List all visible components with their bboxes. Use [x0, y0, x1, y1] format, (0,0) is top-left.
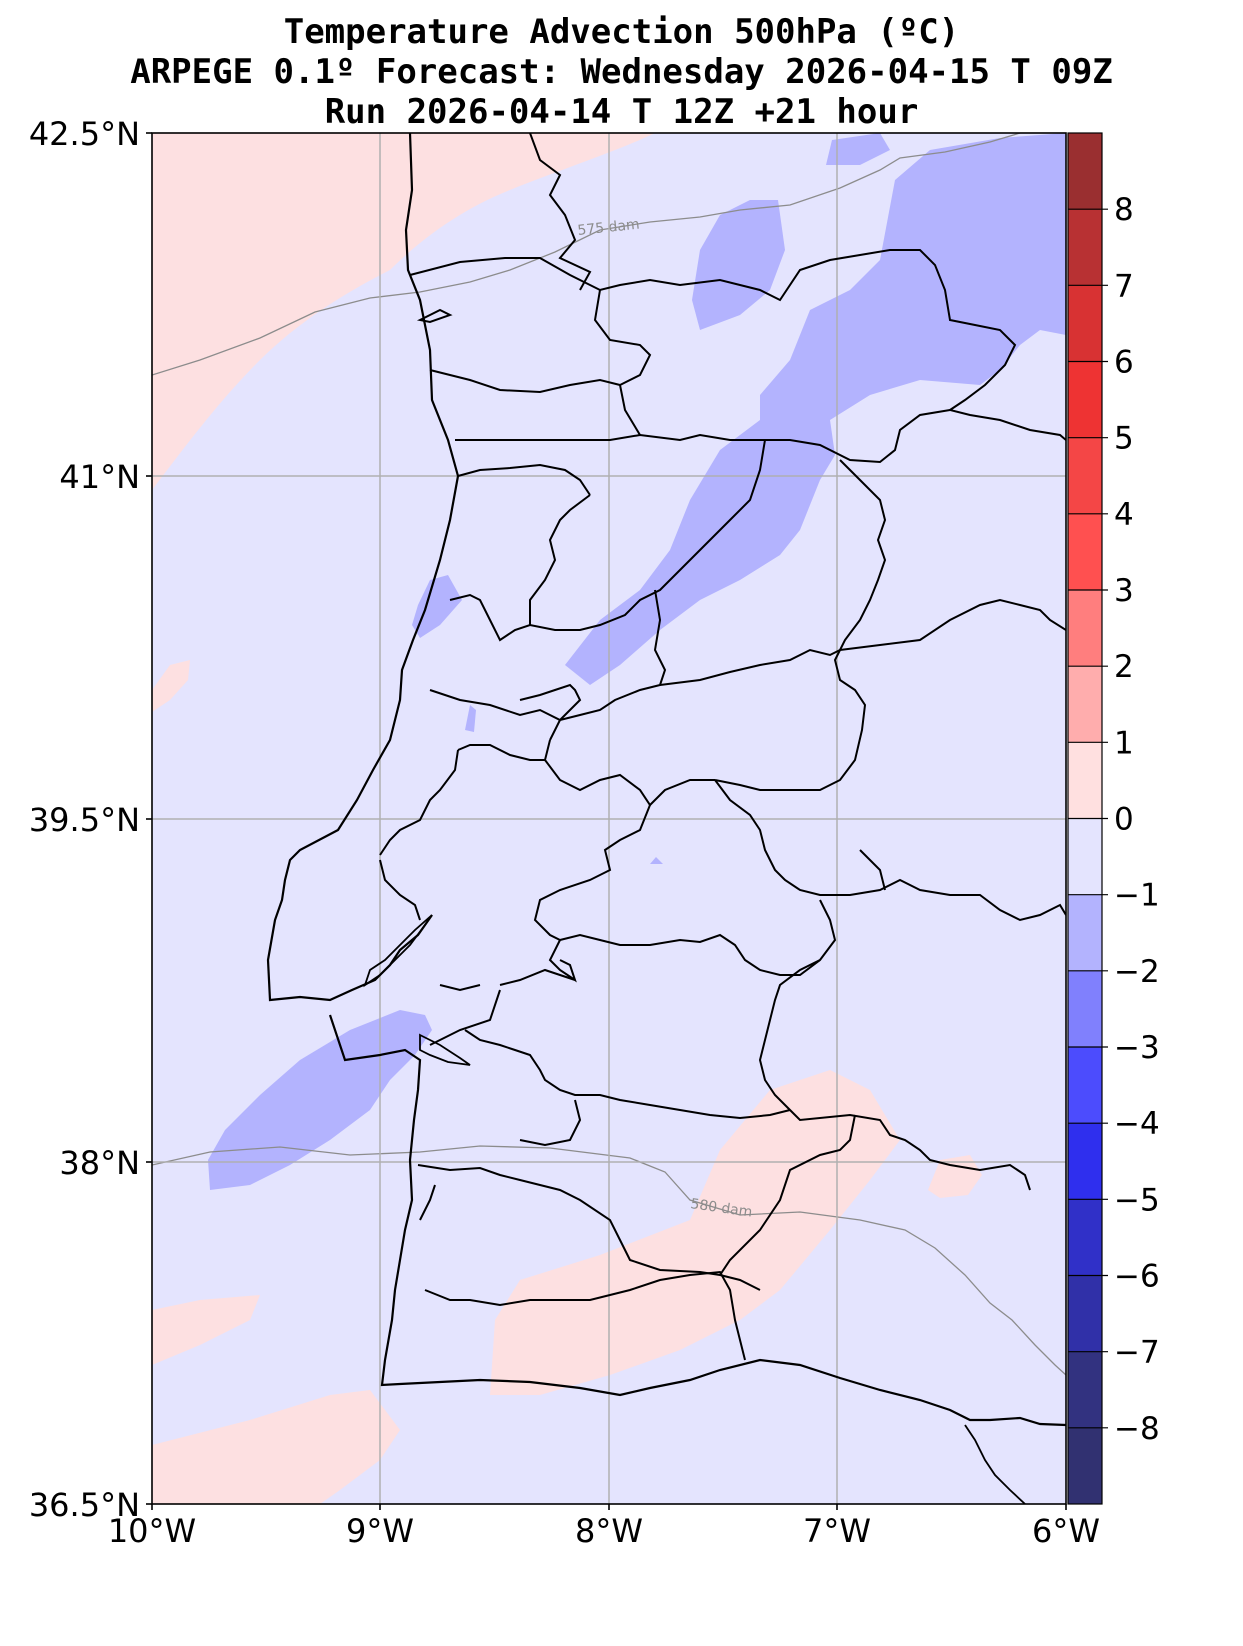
lon-label-6w: 6°W [1032, 1512, 1100, 1550]
colorbar-segment [1068, 209, 1102, 286]
administrative-borders [379, 249, 1066, 1361]
cold-advection-tiny-spot [650, 857, 663, 864]
estuary-sado [419, 1033, 471, 1066]
map-area: 575 dam 580 dam [152, 133, 1066, 1504]
colorbar-segment [1068, 1351, 1102, 1429]
lat-label-39-5: 39.5°N [29, 801, 140, 839]
lon-label-8w: 8°W [575, 1512, 643, 1550]
lon-label-9w: 9°W [346, 1512, 414, 1550]
lat-label-42-5: 42.5°N [29, 115, 140, 153]
colorbar-tick-label: 4 [1114, 497, 1134, 533]
colorbar-tick-label: 1 [1114, 725, 1134, 761]
warm-advection-southwest-bottom [152, 1390, 400, 1504]
colorbar: 8 7 6 5 4 3 2 1 0 −1 −2 −3 −4 −5 −6 −7 −8 [1067, 132, 1160, 1505]
colorbar-tick-label: −7 [1114, 1335, 1160, 1371]
colorbar-segment [1068, 361, 1102, 439]
colorbar-tick-label: 5 [1114, 421, 1134, 457]
colorbar-segment [1068, 437, 1102, 515]
lat-label-41: 41°N [59, 458, 140, 496]
estuary-tagus [363, 914, 433, 988]
colorbar-segment [1068, 894, 1102, 972]
colorbar-segment [1068, 1427, 1102, 1505]
colorbar-tick-label: 7 [1114, 268, 1134, 304]
cold-advection-northeast-band [565, 133, 1066, 685]
colorbar-segment [1068, 133, 1102, 210]
warm-advection-west-coast [152, 660, 190, 712]
colorbar-tick-label: −2 [1114, 954, 1160, 990]
lat-label-38: 38°N [59, 1144, 140, 1182]
colorbar-segment [1068, 590, 1102, 667]
colorbar-tick-label: 8 [1114, 192, 1134, 228]
colorbar-tick-label: −8 [1114, 1411, 1160, 1447]
colorbar-tick-label: 3 [1114, 573, 1134, 609]
colorbar-segment [1068, 1275, 1102, 1353]
geopotential-contour-575 [152, 133, 1021, 376]
cold-advection-coast-spot [412, 575, 462, 638]
colorbar-segment [1068, 513, 1102, 591]
lon-label-7w: 7°W [803, 1512, 871, 1550]
geopotential-contour-580 [152, 1145, 1066, 1376]
cold-advection-top-cell [826, 133, 890, 165]
axis-ticks [146, 132, 1067, 1510]
coast-south-east [964, 1424, 1026, 1504]
colorbar-tick-label: −6 [1114, 1259, 1160, 1295]
colorbar-segment [1068, 1199, 1102, 1276]
colorbar-tick-label: 0 [1114, 802, 1134, 838]
map-title-line-3: Run 2026-04-14 T 12Z +21 hour [324, 92, 919, 132]
map-title-line-2: ARPEGE 0.1º Forecast: Wednesday 2026-04-… [130, 52, 1113, 92]
coastline [266, 133, 1066, 1427]
colorbar-tick-label: −4 [1114, 1106, 1160, 1142]
colorbar-tick-label: −5 [1114, 1182, 1160, 1218]
colorbar-tick-label: 2 [1114, 649, 1134, 685]
lon-label-10w: 10°W [108, 1512, 196, 1550]
warm-advection-south [490, 1070, 900, 1395]
map-gridlines [152, 133, 1066, 1504]
colorbar-segment [1068, 666, 1102, 743]
warm-advection-east-spot [928, 1155, 982, 1198]
colorbar-segment [1068, 970, 1102, 1048]
colorbar-tick-label: 6 [1114, 345, 1134, 381]
warm-advection-southwest [152, 1295, 260, 1365]
colorbar-segment [1068, 742, 1102, 819]
colorbar-segment [1068, 1047, 1102, 1124]
cold-advection-north-cell [692, 200, 785, 330]
lat-label-36-5: 36.5°N [29, 1486, 140, 1524]
colorbar-segment [1068, 285, 1102, 362]
colorbar-segment [1068, 818, 1102, 896]
map-title-line-1: Temperature Advection 500hPa (ºC) [283, 12, 960, 52]
colorbar-segment [1068, 1123, 1102, 1200]
colorbar-frame [1067, 132, 1103, 1505]
colorbar-tick-label: −3 [1114, 1030, 1160, 1066]
cold-advection-small-spot [465, 705, 476, 732]
coast-northern-galicia [416, 133, 592, 324]
colorbar-tick-label: −1 [1114, 878, 1160, 914]
warm-advection-northwest [152, 133, 655, 490]
